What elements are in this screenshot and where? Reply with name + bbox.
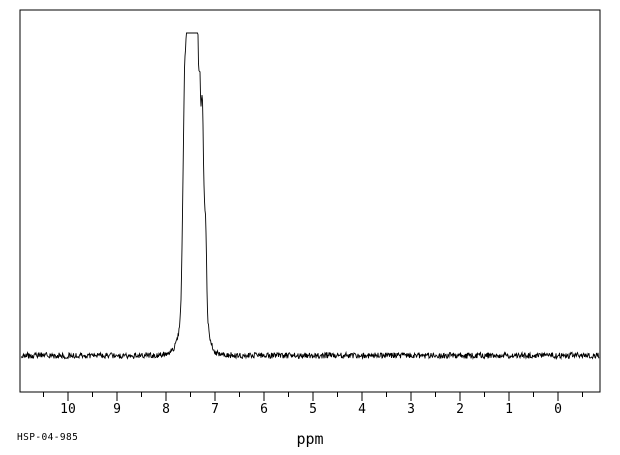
axis-tick-label: 3 [407,402,415,417]
axis-tick-labels: 10 9 8 7 6 5 4 3 2 1 0 [60,402,562,417]
nmr-trace-line [20,32,600,361]
plot-frame [19,9,601,393]
axis-tick-label: 10 [60,402,76,417]
axis-tick-label: 9 [113,402,121,417]
axis-tick-label: 0 [554,402,562,417]
axis-tick-label: 1 [505,402,513,417]
spectrum-trace [20,32,600,361]
axis-tick-label: 7 [211,402,219,417]
axis-tick-label: 6 [260,402,268,417]
axis-tick-label: 4 [358,402,366,417]
plot-frame-border [19,9,601,393]
sample-id-label: HSP-04-985 [17,432,78,443]
axis-tick-marks [42,392,584,401]
axis-tick-label: 2 [456,402,464,417]
x-axis-title: ppm [296,430,323,448]
axis-tick-label: 5 [309,402,317,417]
axis-tick-label: 8 [162,402,170,417]
